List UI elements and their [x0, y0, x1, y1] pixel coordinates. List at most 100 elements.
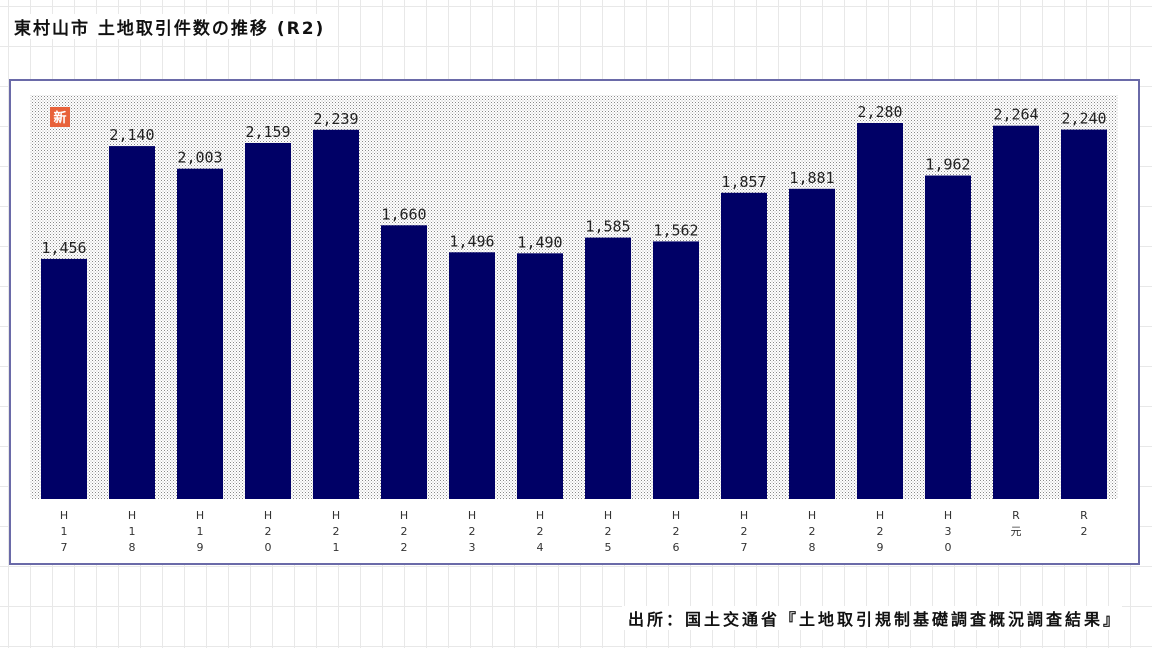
- data-label-H18: 2,140: [109, 126, 154, 144]
- tick-label-H24: H 2 4: [536, 509, 544, 554]
- data-label-H24: 1,490: [517, 233, 562, 251]
- data-label-H25: 1,585: [585, 218, 630, 236]
- tick-char: 1: [129, 525, 136, 538]
- data-label-H29: 2,280: [857, 103, 902, 121]
- data-label-R元: 2,264: [993, 106, 1038, 124]
- tick-char: 2: [877, 525, 884, 538]
- tick-label-H28: H 2 8: [808, 509, 816, 554]
- tick-label-H30: H 3 0: [944, 509, 952, 554]
- chart-title: 東村山市 土地取引件数の推移 (R2): [14, 14, 332, 39]
- tick-label-H22: H 2 2: [400, 509, 408, 554]
- tick-char: 2: [401, 541, 408, 554]
- bar-H18: [109, 146, 155, 499]
- tick-label-H29: H 2 9: [876, 509, 884, 554]
- tick-label-R2: R2: [1080, 509, 1088, 538]
- tick-char: 2: [605, 525, 612, 538]
- tick-char: H: [740, 509, 748, 522]
- tick-char: R: [1080, 509, 1088, 522]
- bar-chart: 新 1,456 2,140 2,003 2,159 2,239 1,660 1,496 1,4…: [30, 95, 1118, 554]
- source-note: 出所：国土交通省『土地取引規制基礎調査概況調査結果』: [621, 606, 1122, 630]
- tick-char: 8: [809, 541, 816, 554]
- tick-char: H: [876, 509, 884, 522]
- bar-R元: [993, 125, 1039, 499]
- tick-label-R元: R元: [1011, 509, 1022, 538]
- tick-char: R: [1012, 509, 1020, 522]
- data-label-H23: 1,496: [449, 232, 494, 250]
- tick-label-H26: H 2 6: [672, 509, 680, 554]
- data-label-H30: 1,962: [925, 156, 970, 174]
- tick-label-H21: H 2 1: [332, 509, 340, 554]
- data-label-R2: 2,240: [1061, 110, 1106, 128]
- data-label-H17: 1,456: [41, 239, 86, 257]
- tick-char: 1: [61, 525, 68, 538]
- tick-char: 1: [333, 541, 340, 554]
- tick-char: 4: [537, 541, 544, 554]
- tick-char: 0: [265, 541, 272, 554]
- bar-H28: [789, 188, 835, 500]
- tick-label-H23: H 2 3: [468, 509, 476, 554]
- tick-char: H: [672, 509, 680, 522]
- tick-char: 7: [741, 541, 748, 554]
- tick-char: H: [400, 509, 408, 522]
- bar-H30: [925, 175, 971, 499]
- data-label-H28: 1,881: [789, 169, 834, 187]
- data-label-H26: 1,562: [653, 221, 698, 239]
- tick-char: 1: [197, 525, 204, 538]
- tick-char: 元: [1011, 525, 1022, 538]
- tick-char: H: [60, 509, 68, 522]
- bar-H24: [517, 253, 563, 499]
- bar-H26: [653, 241, 699, 499]
- bar-H19: [177, 168, 223, 499]
- tick-char: 2: [469, 525, 476, 538]
- data-label-H21: 2,239: [313, 110, 358, 128]
- tick-char: 8: [129, 541, 136, 554]
- tick-char: H: [128, 509, 136, 522]
- bar-H17: [41, 258, 87, 499]
- tick-char: 2: [265, 525, 272, 538]
- tick-char: 6: [673, 541, 680, 554]
- tick-char: 2: [673, 525, 680, 538]
- tick-char: 3: [469, 541, 476, 554]
- data-label-H19: 2,003: [177, 149, 222, 167]
- tick-char: 2: [401, 525, 408, 538]
- tick-char: 2: [741, 525, 748, 538]
- bar-H21: [313, 129, 359, 500]
- tick-char: H: [944, 509, 952, 522]
- tick-char: 7: [61, 541, 68, 554]
- tick-char: H: [332, 509, 340, 522]
- bar-H22: [381, 225, 427, 500]
- tick-label-H18: H 1 8: [128, 509, 136, 554]
- tick-char: 2: [1081, 525, 1088, 538]
- tick-char: H: [196, 509, 204, 522]
- bar-H27: [721, 192, 767, 500]
- tick-char: 9: [877, 541, 884, 554]
- tick-char: H: [264, 509, 272, 522]
- data-label-H22: 1,660: [381, 205, 426, 223]
- tick-char: 3: [945, 525, 952, 538]
- tick-char: 2: [809, 525, 816, 538]
- tick-char: H: [604, 509, 612, 522]
- bar-H23: [449, 252, 495, 499]
- data-label-H20: 2,159: [245, 123, 290, 141]
- new-badge: 新: [50, 107, 70, 127]
- tick-char: 2: [537, 525, 544, 538]
- tick-label-H19: H 1 9: [196, 509, 204, 554]
- new-badge-label: 新: [53, 110, 66, 126]
- tick-label-H27: H 2 7: [740, 509, 748, 554]
- tick-char: 5: [605, 541, 612, 554]
- tick-char: H: [468, 509, 476, 522]
- tick-label-H25: H 2 5: [604, 509, 612, 554]
- chart-frame: 新 1,456 2,140 2,003 2,159 2,239 1,660 1,496 1,4…: [9, 79, 1140, 565]
- bar-H20: [245, 143, 291, 499]
- tick-label-H17: H 1 7: [60, 509, 68, 554]
- tick-label-H20: H 2 0: [264, 509, 272, 554]
- tick-char: 0: [945, 541, 952, 554]
- tick-char: H: [808, 509, 816, 522]
- data-label-H27: 1,857: [721, 173, 766, 191]
- bar-H29: [857, 123, 903, 499]
- tick-char: 9: [197, 541, 204, 554]
- bar-H25: [585, 237, 631, 499]
- tick-char: 2: [333, 525, 340, 538]
- tick-char: H: [536, 509, 544, 522]
- bar-R2: [1061, 129, 1107, 499]
